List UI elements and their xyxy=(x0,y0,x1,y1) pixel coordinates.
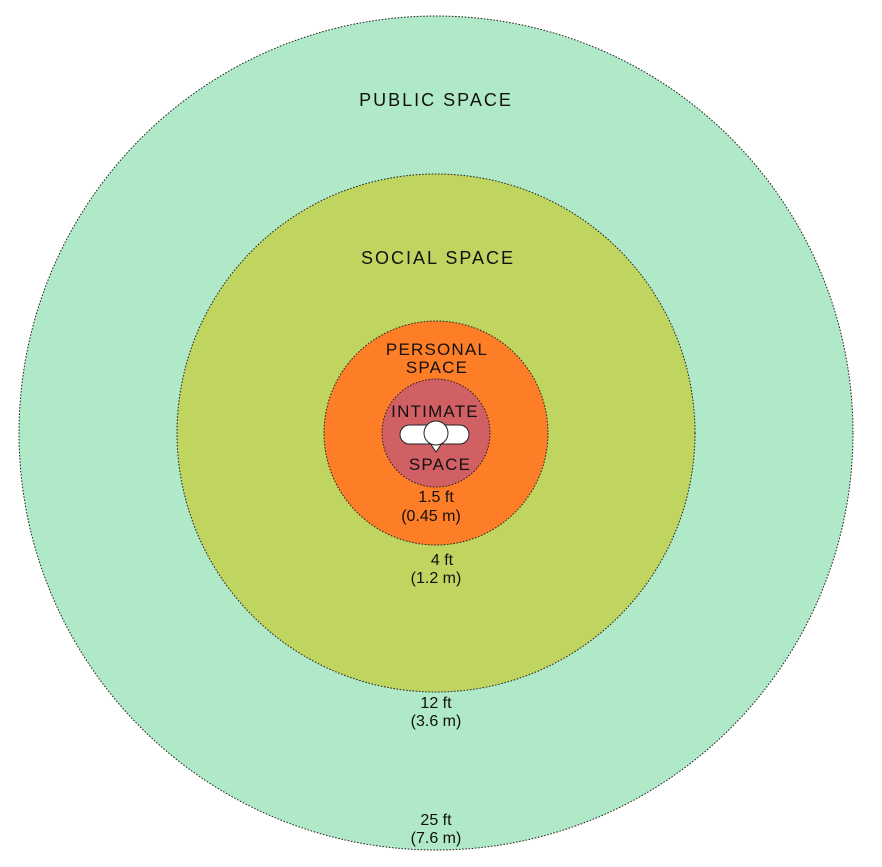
public-distance-m: (7.6 m) xyxy=(411,830,462,847)
intimate-space-label-line1: INTIMATE xyxy=(391,402,479,421)
personal-distance-m: (1.2 m) xyxy=(411,570,462,587)
intimate-distance-m: (0.45 m) xyxy=(401,508,461,525)
public-distance-ft: 25 ft xyxy=(420,812,452,829)
intimate-space-label-line2: SPACE xyxy=(409,455,471,474)
social-distance-m: (3.6 m) xyxy=(411,713,462,730)
social-space-label: SOCIAL SPACE xyxy=(361,248,515,268)
personal-space-label-line2: SPACE xyxy=(406,358,468,377)
social-distance-ft: 12 ft xyxy=(420,695,452,712)
intimate-distance-ft: 1.5 ft xyxy=(418,489,454,506)
personal-distance-ft: 4 ft xyxy=(431,552,454,569)
personal-space-label-line1: PERSONAL xyxy=(386,340,488,359)
public-space-label: PUBLIC SPACE xyxy=(359,90,513,110)
person-top-view-icon xyxy=(399,420,470,453)
